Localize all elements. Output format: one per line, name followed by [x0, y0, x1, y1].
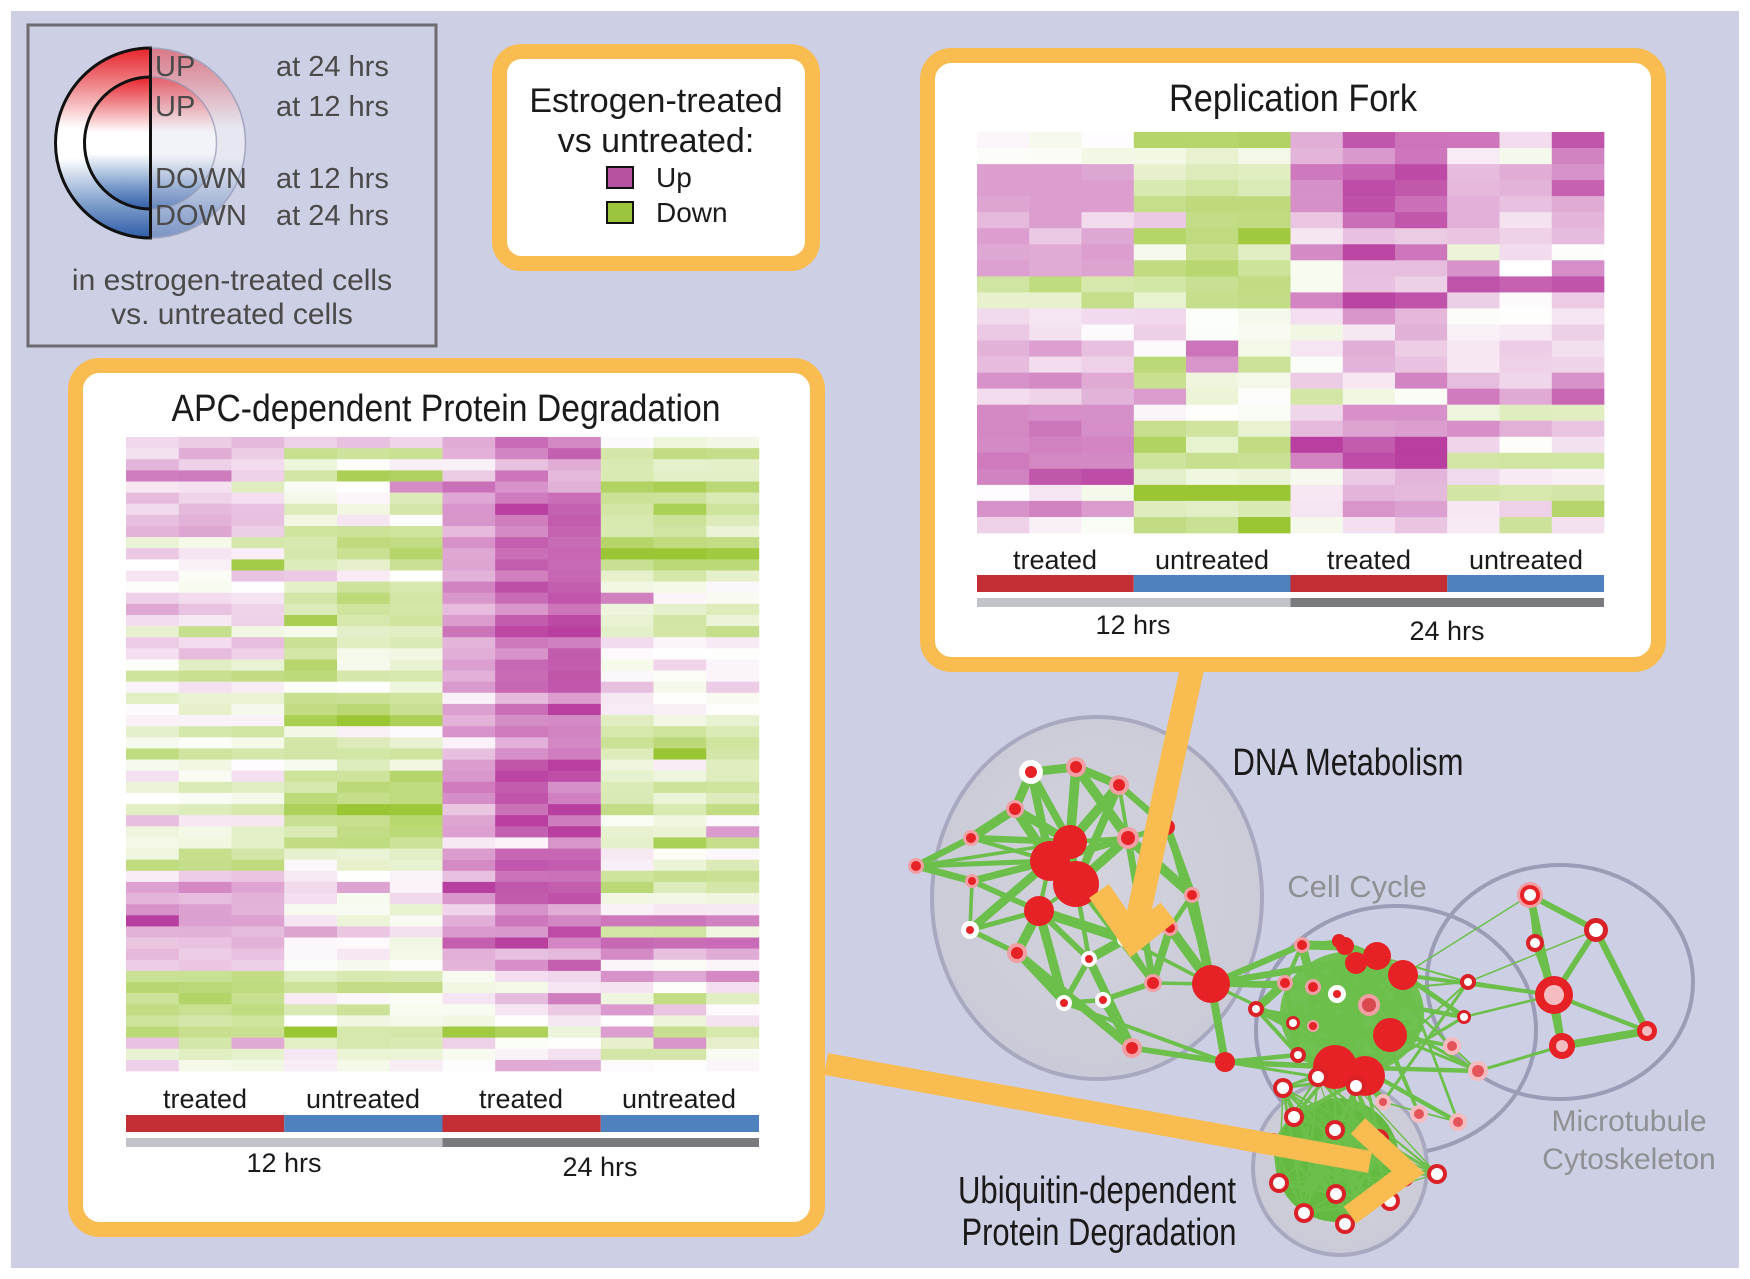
svg-text:treated: treated: [163, 1084, 247, 1114]
svg-text:Ubiquitin-dependent: Ubiquitin-dependent: [958, 1170, 1236, 1212]
svg-text:Protein Degradation: Protein Degradation: [962, 1212, 1237, 1254]
svg-text:untreated: untreated: [1469, 545, 1583, 575]
svg-text:DOWN: DOWN: [155, 200, 247, 232]
svg-text:vs untreated:: vs untreated:: [558, 122, 755, 160]
svg-text:untreated: untreated: [1155, 545, 1269, 575]
svg-text:in estrogen-treated cells: in estrogen-treated cells: [72, 264, 392, 297]
svg-text:DNA Metabolism: DNA Metabolism: [1233, 742, 1464, 784]
svg-text:treated: treated: [1327, 545, 1411, 575]
svg-text:vs. untreated cells: vs. untreated cells: [111, 298, 353, 331]
svg-text:at 24 hrs: at 24 hrs: [276, 200, 389, 232]
svg-text:Down: Down: [656, 197, 728, 228]
svg-text:at 12 hrs: at 12 hrs: [276, 163, 389, 195]
svg-text:treated: treated: [479, 1084, 563, 1114]
svg-text:24 hrs: 24 hrs: [1409, 616, 1484, 646]
svg-text:Estrogen-treated: Estrogen-treated: [529, 82, 782, 120]
svg-text:at 12 hrs: at 12 hrs: [276, 91, 389, 123]
svg-text:UP: UP: [155, 91, 195, 123]
svg-text:Up: Up: [656, 162, 692, 193]
svg-text:APC-dependent Protein Degradat: APC-dependent Protein Degradation: [172, 388, 721, 430]
svg-text:12 hrs: 12 hrs: [1095, 610, 1170, 640]
svg-text:24 hrs: 24 hrs: [562, 1152, 637, 1182]
svg-text:Microtubule: Microtubule: [1551, 1105, 1706, 1138]
svg-text:UP: UP: [155, 51, 195, 83]
svg-text:Cytoskeleton: Cytoskeleton: [1542, 1143, 1715, 1176]
svg-text:untreated: untreated: [622, 1084, 736, 1114]
svg-text:Replication Fork: Replication Fork: [1169, 78, 1418, 120]
svg-text:12 hrs: 12 hrs: [246, 1148, 321, 1178]
svg-text:DOWN: DOWN: [155, 163, 247, 195]
svg-text:Cell Cycle: Cell Cycle: [1287, 869, 1427, 904]
svg-text:treated: treated: [1013, 545, 1097, 575]
svg-text:untreated: untreated: [306, 1084, 420, 1114]
svg-text:at 24 hrs: at 24 hrs: [276, 51, 389, 83]
